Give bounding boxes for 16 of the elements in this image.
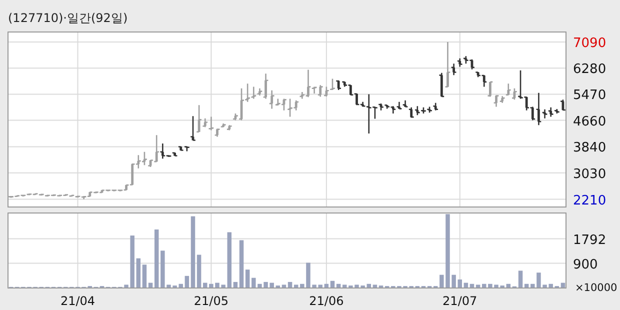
x-tick-label: 21/07 bbox=[442, 294, 478, 308]
y-tick-label: 3030 bbox=[573, 166, 606, 182]
y-tick-label: 6280 bbox=[573, 62, 606, 78]
x-tick-label: 21/04 bbox=[60, 294, 96, 308]
y-tick-label: 5470 bbox=[573, 88, 606, 104]
y-tick-label: 7090 bbox=[573, 36, 606, 51]
y-tick-label: 1792 bbox=[573, 232, 606, 248]
x-tick-label: 21/05 bbox=[194, 294, 228, 308]
y-axis-title: ×10000 bbox=[575, 282, 618, 294]
y-tick-label: 900 bbox=[573, 257, 598, 272]
candlestick bbox=[349, 84, 352, 96]
x-tick-label: 21/06 bbox=[309, 294, 344, 308]
y-tick-label: 2210 bbox=[573, 193, 606, 208]
y-tick-label: 4660 bbox=[573, 114, 606, 130]
chart-title: (127710)·일간(92일) bbox=[8, 11, 128, 25]
y-tick-label: 3840 bbox=[573, 140, 606, 156]
